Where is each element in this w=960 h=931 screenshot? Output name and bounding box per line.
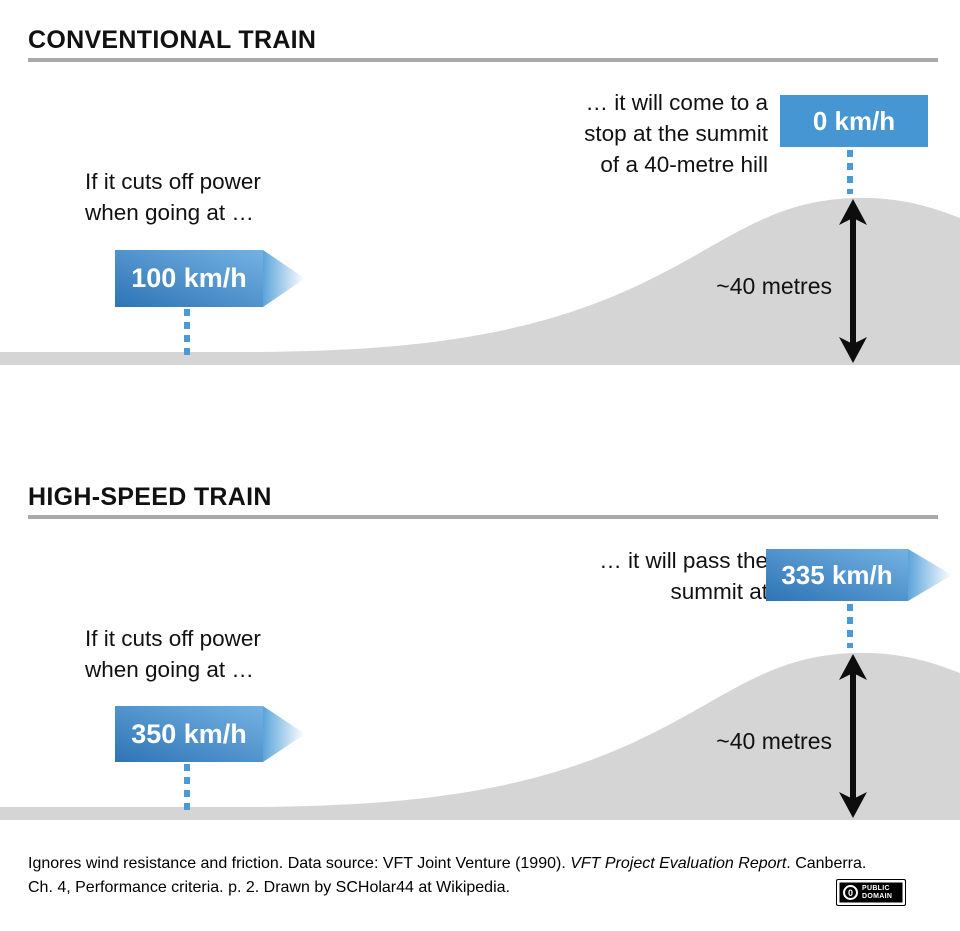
start-leader-dotted-line: [184, 309, 190, 358]
cutoff-power-line1: If it cuts off power: [85, 169, 261, 194]
speed-arrow-shape: [115, 250, 305, 307]
summit-result-line1: … it will pass the: [599, 548, 768, 573]
attribution-line1-suffix: . Canberra.: [786, 855, 867, 872]
public-domain-label: PUBLIC DOMAIN: [862, 885, 892, 900]
height-measure-arrow: [839, 199, 867, 363]
public-domain-word1: PUBLIC: [862, 885, 890, 892]
public-domain-zero-icon: 0: [843, 885, 858, 900]
attribution-report-title: VFT Project Evaluation Report: [570, 855, 787, 872]
title-underline-rule: [28, 515, 938, 519]
hill-height-label: ~40 metres: [716, 273, 832, 299]
height-measure-arrow: [839, 654, 867, 818]
start-speed-badge: 350 km/h: [115, 706, 305, 762]
summit-speed-badge: 335 km/h: [766, 549, 952, 601]
summit-result-text: … it will pass the summit at: [450, 545, 768, 607]
start-speed-label: 100 km/h: [131, 263, 247, 293]
cutoff-power-line1: If it cuts off power: [85, 626, 261, 651]
title-underline-rule: [28, 58, 938, 62]
public-domain-word2: DOMAIN: [862, 892, 893, 900]
summit-result-line2: summit at: [670, 579, 768, 604]
start-speed-badge: 100 km/h: [115, 250, 305, 307]
attribution-line2: Ch. 4, Performance criteria. p. 2. Drawn…: [28, 878, 510, 896]
cutoff-power-line2: when going at …: [85, 657, 254, 682]
start-speed-label: 350 km/h: [131, 718, 247, 749]
public-domain-badge: 0 PUBLIC DOMAIN: [836, 879, 906, 906]
summit-speed-label: 335 km/h: [781, 559, 893, 590]
summit-result-line2: stop at the summit: [584, 121, 768, 146]
attribution-line1: Ignores wind resistance and friction. Da…: [28, 852, 908, 876]
summit-result-line3: of a 40-metre hill: [600, 152, 768, 177]
summit-speed-badge: 0 km/h: [780, 95, 928, 147]
source-attribution-text: Ignores wind resistance and friction. Da…: [28, 852, 908, 899]
attribution-line1-prefix: Ignores wind resistance and friction. Da…: [28, 855, 571, 872]
cutoff-power-line2: when going at …: [85, 200, 254, 225]
cutoff-power-text: If it cuts off power when going at …: [85, 623, 261, 685]
summit-result-text: … it will come to a stop at the summit o…: [450, 87, 768, 180]
panel-title: HIGH-SPEED TRAIN: [28, 483, 272, 511]
summit-speed-label: 0 km/h: [812, 105, 896, 136]
speed-arrow-shape: [766, 549, 952, 601]
summit-leader-dotted-line: [847, 150, 853, 194]
hill-height-label: ~40 metres: [716, 728, 832, 754]
start-leader-dotted-line: [184, 764, 190, 813]
hill-shape: [0, 197, 960, 365]
hill-shape: [0, 652, 960, 820]
panel-title: CONVENTIONAL TRAIN: [28, 26, 317, 54]
summit-leader-dotted-line: [847, 604, 853, 648]
cutoff-power-text: If it cuts off power when going at …: [85, 166, 261, 228]
summit-result-line1: … it will come to a: [585, 90, 768, 115]
speed-arrow-shape: [115, 706, 305, 762]
